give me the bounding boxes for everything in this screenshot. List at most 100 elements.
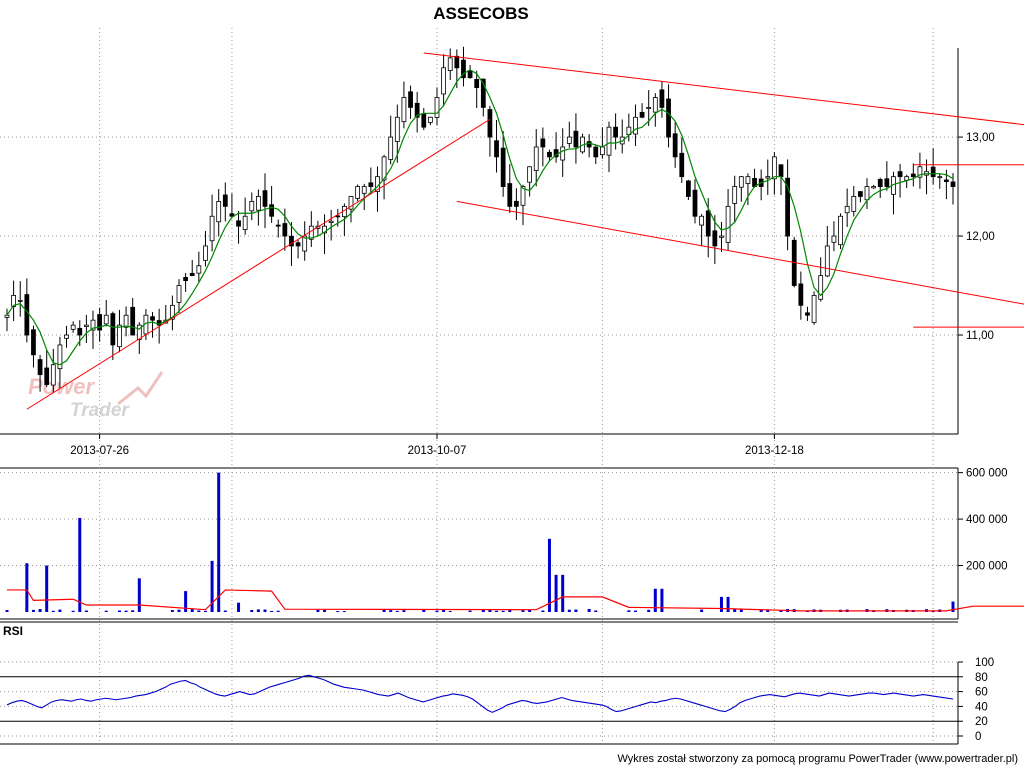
- candle-body: [811, 295, 817, 323]
- volume-bar: [719, 596, 723, 612]
- volume-bar: [739, 609, 743, 612]
- volume-bar: [177, 609, 181, 612]
- candle-body: [136, 324, 142, 340]
- rsi-reference-lines: [0, 676, 958, 722]
- candle-body: [123, 314, 129, 328]
- volume-bar: [448, 611, 452, 613]
- candle-body: [249, 201, 255, 212]
- candle-body: [666, 98, 671, 138]
- volume-bar: [633, 610, 637, 612]
- volume-bar: [316, 609, 320, 612]
- candle-body: [355, 186, 360, 199]
- candle-body: [686, 180, 691, 197]
- candle-body: [467, 70, 473, 79]
- volume-bar: [468, 610, 472, 612]
- candle-body: [547, 151, 552, 158]
- volume-y-tick-label: 200 000: [966, 561, 1008, 573]
- candle-body: [209, 215, 215, 242]
- candle-body: [586, 141, 592, 148]
- candle-body: [421, 113, 427, 128]
- volume-bar: [58, 609, 62, 612]
- moving-average-line: [6, 69, 954, 366]
- candle-body: [90, 319, 96, 331]
- volume-bar: [336, 611, 340, 613]
- x-tick-label: 2013-10-07: [408, 445, 467, 457]
- candle-body: [103, 314, 109, 325]
- candle-body: [851, 196, 857, 212]
- trend-line: [423, 52, 1024, 126]
- candle-body: [950, 181, 956, 187]
- candle-body: [606, 126, 612, 156]
- candle-body: [527, 166, 533, 183]
- volume-bar: [481, 609, 485, 612]
- price-y-tick-label: 12,00: [966, 231, 995, 243]
- volume-bar: [323, 609, 327, 612]
- candle-body: [275, 224, 281, 227]
- rsi-y-tick-label: 100: [975, 657, 994, 669]
- candle-body: [414, 102, 420, 118]
- volume-y-tick-label: 400 000: [966, 514, 1008, 526]
- candle-body: [24, 294, 30, 336]
- candle-body: [877, 179, 883, 187]
- candle-body: [937, 176, 943, 179]
- volume-bar: [84, 610, 88, 612]
- candle-body: [222, 194, 228, 207]
- candle-body: [507, 183, 513, 207]
- candle-body: [64, 334, 69, 339]
- volume-bar: [422, 609, 426, 612]
- volume-bar: [766, 609, 770, 612]
- volume-bar: [541, 610, 545, 612]
- candle-body: [176, 285, 182, 303]
- candle-body: [560, 146, 566, 161]
- candle-body: [705, 210, 711, 237]
- volume-bar: [117, 610, 121, 612]
- price-candles: [4, 46, 956, 394]
- volume-bar: [951, 601, 955, 612]
- volume-bar: [184, 591, 188, 612]
- candle-body: [130, 306, 136, 336]
- candle-body: [302, 235, 308, 252]
- rsi-line-path: [6, 674, 954, 713]
- volume-bar: [627, 610, 631, 612]
- candle-body: [639, 111, 645, 118]
- volume-bar: [250, 610, 254, 612]
- volume-bar: [567, 609, 571, 612]
- volume-bar: [389, 610, 393, 612]
- candle-body: [4, 314, 10, 318]
- volume-bar: [270, 610, 274, 612]
- candle-body: [646, 106, 652, 109]
- candle-body: [381, 156, 387, 181]
- volume-bar: [256, 609, 260, 612]
- candle-body: [335, 215, 341, 218]
- rsi-y-tick-label: 60: [975, 687, 988, 699]
- candle-body: [540, 138, 546, 148]
- volume-bar: [131, 610, 135, 612]
- candle-body: [520, 186, 526, 206]
- volume-bar: [594, 610, 598, 612]
- trend-line: [26, 118, 491, 410]
- volume-bar: [660, 588, 664, 612]
- candle-body: [798, 283, 804, 306]
- candle-body: [262, 190, 268, 207]
- volume-bar: [25, 563, 29, 612]
- volume-bar: [647, 609, 651, 612]
- candle-body: [487, 109, 493, 138]
- candle-body: [295, 242, 301, 247]
- volume-bar: [759, 609, 763, 612]
- candle-body: [57, 344, 63, 370]
- candle-body: [712, 230, 718, 247]
- candle-body: [117, 324, 122, 348]
- candle-body: [613, 126, 619, 138]
- volume-bar: [726, 596, 730, 612]
- volume-bar: [561, 574, 565, 612]
- candle-body: [633, 116, 638, 135]
- candle-body: [361, 186, 367, 194]
- candle-body: [401, 97, 407, 123]
- candle-body: [203, 245, 208, 261]
- footer-credit: Wykres został stworzony za pomocą progra…: [617, 753, 1018, 765]
- volume-bar: [45, 565, 49, 612]
- candle-body: [838, 215, 843, 246]
- candle-body: [910, 173, 916, 178]
